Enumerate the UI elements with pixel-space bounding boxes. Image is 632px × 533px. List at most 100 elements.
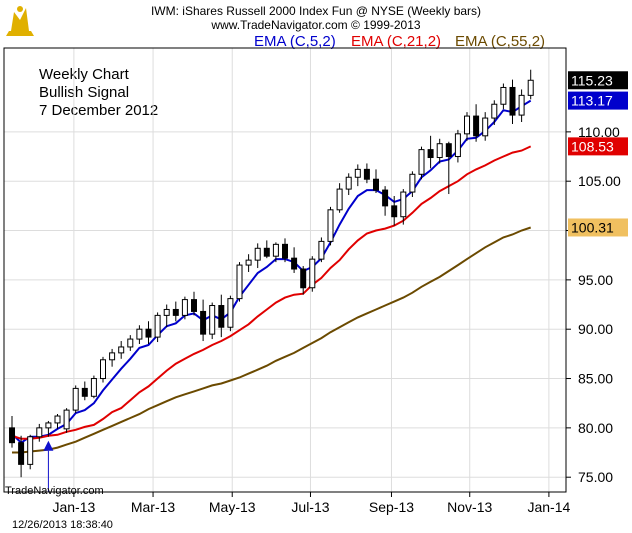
candle-body (81, 387, 88, 397)
candle-body (191, 299, 197, 312)
y-tick-label: 90.00 (578, 321, 613, 337)
candle (409, 171, 416, 197)
candle (418, 146, 425, 180)
candle (354, 164, 361, 187)
candle-body (127, 338, 134, 348)
y-tick-label: 105.00 (578, 173, 621, 189)
candle (518, 89, 525, 122)
ema55-value-label-bg (568, 218, 628, 237)
candle (163, 304, 170, 328)
candle-body (527, 79, 534, 96)
candle-body (427, 149, 434, 159)
candle (500, 83, 507, 110)
candle (200, 299, 207, 342)
candle (27, 434, 34, 470)
watermark: TradeNavigator.com (5, 485, 104, 497)
legend-ema21: EMA (C,21,2) (351, 33, 441, 50)
candle-body (18, 442, 25, 465)
candle (81, 381, 88, 401)
candle-body (391, 205, 398, 218)
candle-body (236, 264, 243, 300)
candle (263, 240, 270, 259)
candle (18, 435, 25, 478)
candle-body (218, 305, 225, 328)
candle (482, 112, 489, 141)
candle-body (500, 86, 507, 105)
candle-body (373, 178, 379, 191)
ema55-value-label: 100.31 (571, 219, 614, 235)
x-tick-label: Nov-13 (447, 499, 492, 515)
candle-body (118, 346, 125, 354)
price-labels: 115.23 113.17 108.53 100.31 (568, 71, 628, 237)
candle-body (227, 298, 234, 328)
y-tick-label: 75.00 (578, 469, 613, 485)
candle-body (400, 191, 407, 218)
x-tick-label: May-13 (209, 499, 256, 515)
candle (109, 348, 116, 367)
candle (72, 385, 79, 414)
candle (336, 183, 343, 213)
candle-body (282, 243, 288, 259)
last-price-label-bg (568, 71, 628, 90)
candle-body (363, 168, 370, 180)
signal-arrow-head (43, 440, 54, 451)
candle (318, 237, 325, 263)
signal-arrow-layer (43, 440, 54, 492)
candle-body (9, 427, 15, 444)
candle (90, 375, 97, 399)
last-price-label: 115.23 (571, 72, 613, 88)
candle (454, 129, 461, 163)
candle (427, 135, 434, 169)
x-tick-label: Sep-13 (369, 499, 414, 515)
candle (327, 206, 334, 246)
candle (382, 186, 389, 216)
candle (400, 189, 407, 225)
candle (9, 416, 15, 448)
ema5-value-label: 113.17 (571, 93, 613, 109)
candle-body (482, 117, 489, 137)
candle-body (45, 422, 52, 429)
candle-body (181, 299, 188, 316)
candle-body (263, 247, 270, 257)
candle-body (254, 247, 261, 261)
candle-body (245, 259, 252, 266)
ema-series-line-2 (12, 226, 532, 454)
ema5-value-label-bg (568, 91, 628, 110)
candle (63, 408, 70, 433)
candle-layer (9, 69, 534, 478)
x-tick-label: Jan-14 (527, 499, 570, 515)
candle (118, 341, 125, 359)
ema21-value-label-bg (568, 137, 628, 156)
candle-body (291, 257, 298, 270)
annotation-line-3: 7 December 2012 (39, 102, 158, 119)
candle-body (100, 359, 106, 380)
candle (172, 301, 179, 322)
footer-timestamp: 12/26/2013 18:38:40 (12, 519, 113, 531)
x-tick-label: Jan-13 (52, 499, 95, 515)
candle-body (200, 310, 207, 335)
y-tick-label: 110.00 (578, 124, 620, 140)
candle (491, 100, 498, 125)
candle-body (309, 258, 316, 289)
candle (391, 196, 398, 226)
ema-series-line-0 (11, 99, 532, 444)
candle-body (382, 189, 389, 207)
candle-body (54, 415, 61, 424)
candle (36, 423, 43, 442)
candle-body (454, 133, 461, 158)
x-axis: Jan-13 Mar-13 May-13 Jul-13 Sep-13 Nov-13 Jan-… (52, 492, 571, 515)
chart-title: IWM: iShares Russell 2000 Index Fun @ NY… (151, 4, 481, 18)
candle-body (27, 436, 34, 465)
candle-body (209, 305, 216, 335)
legend-ema55: EMA (C,55,2) (455, 33, 545, 50)
candle-body (145, 328, 152, 338)
x-tick-label: Jul-13 (291, 499, 329, 515)
candle-body (336, 188, 343, 211)
candle-body (436, 143, 443, 159)
candle (54, 414, 61, 429)
candle (345, 173, 352, 196)
candle (136, 325, 143, 344)
candle-body (464, 115, 470, 135)
